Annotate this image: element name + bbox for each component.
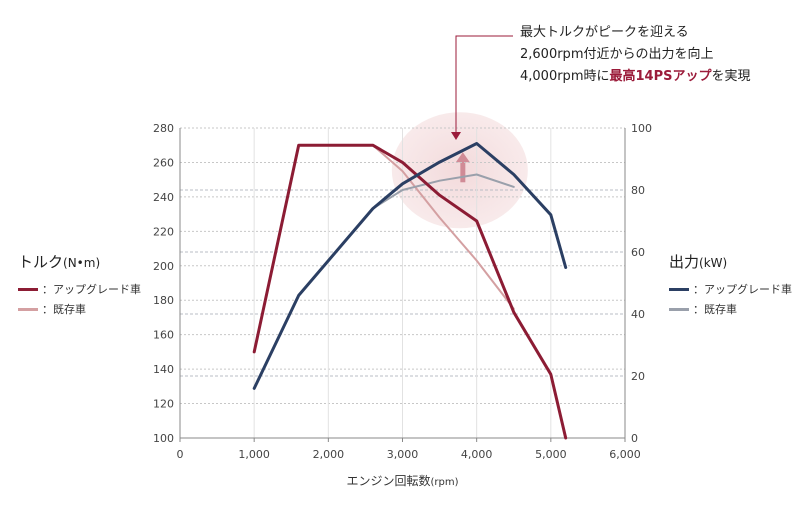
power-title: 出力 [669,253,700,271]
legend-item-torque-upgrade: ：アップグレード車 [18,279,141,299]
legend-item-power-upgrade: ：アップグレード車 [669,279,792,299]
x-tick-label: 5,000 [535,448,567,461]
power-existing-line [371,173,515,210]
y-left-tick-label: 180 [153,294,174,307]
annotation-line-3-suffix: を実現 [711,69,751,84]
legend-swatch [18,287,38,291]
legend-label: ：既存車 [693,303,737,316]
y-right-tick-label: 60 [631,246,645,259]
power-upgrade-line [252,142,568,390]
annotation-text: 最大トルクがピークを迎える 2,600rpm付近からの出力を向上 4,000rp… [520,22,750,88]
x-tick-label: 4,000 [461,448,493,461]
x-tick-label: 6,000 [609,448,641,461]
power-legend: ：アップグレード車 ：既存車 [669,279,792,319]
legend-swatch [669,307,689,311]
legend-item-torque-existing: ：既存車 [18,299,141,319]
torque-axis-title: トルク(N•m) [18,251,100,272]
legend-label: ：アップグレード車 [42,283,141,296]
y-left-tick-label: 260 [153,156,174,169]
y-right-tick-label: 0 [631,432,638,445]
y-left-tick-label: 120 [153,398,174,411]
tick-label-layer: 100 120 140 160 180 200 220 240 260 280 0 20 40 60 80 1… [153,122,652,488]
y-left-tick-label: 200 [153,260,174,273]
legend-label: ：既存車 [42,303,86,316]
y-left-tick-label: 220 [153,225,174,238]
grid-layer [180,127,625,439]
y-right-tick-label: 100 [631,122,652,135]
annotation-line-3: 4,000rpm時に最高14PSアップを実現 [520,66,750,88]
legend-swatch [18,307,38,311]
power-unit: (kW) [699,256,728,270]
x-tick-label: 2,000 [313,448,345,461]
axes-layer [179,35,626,442]
torque-upgrade-line [252,143,568,440]
y-left-tick-label: 160 [153,329,174,342]
annotation-leader-arrowhead [451,132,461,140]
torque-existing-line [371,144,515,310]
y-left-tick-label: 140 [153,363,174,376]
x-axis-unit: (rpm) [431,477,459,488]
x-tick-label: 0 [177,448,184,461]
y-right-tick-label: 40 [631,308,645,321]
legend-item-power-existing: ：既存車 [669,299,792,319]
y-right-tick-label: 20 [631,370,645,383]
torque-unit: (N•m) [63,256,101,270]
annotation-leader [455,35,513,133]
x-axis-label: エンジン回転数(rpm) [346,473,458,488]
upgrade-arrow-head [455,152,470,163]
torque-legend: ：アップグレード車 ：既存車 [18,279,141,319]
legend-label: ：アップグレード車 [693,283,792,296]
y-right-tick-label: 80 [631,184,645,197]
annotation-line-1: 最大トルクがピークを迎える [520,25,689,40]
torque-title: トルク [18,253,64,271]
y-left-tick-label: 240 [153,191,174,204]
y-left-tick-label: 280 [153,122,174,135]
annotation-highlight: 最高14PSアップ [609,69,712,84]
annotation-line-2: 2,600rpm付近からの出力を向上 [520,47,714,62]
power-axis-title: 出力(kW) [669,251,727,272]
x-tick-label: 1,000 [238,448,270,461]
series-layer [252,142,568,440]
annotation-line-3-prefix: 4,000rpm時に [520,69,610,84]
x-tick-label: 3,000 [387,448,419,461]
legend-swatch [669,287,689,291]
y-left-tick-label: 100 [153,432,174,445]
